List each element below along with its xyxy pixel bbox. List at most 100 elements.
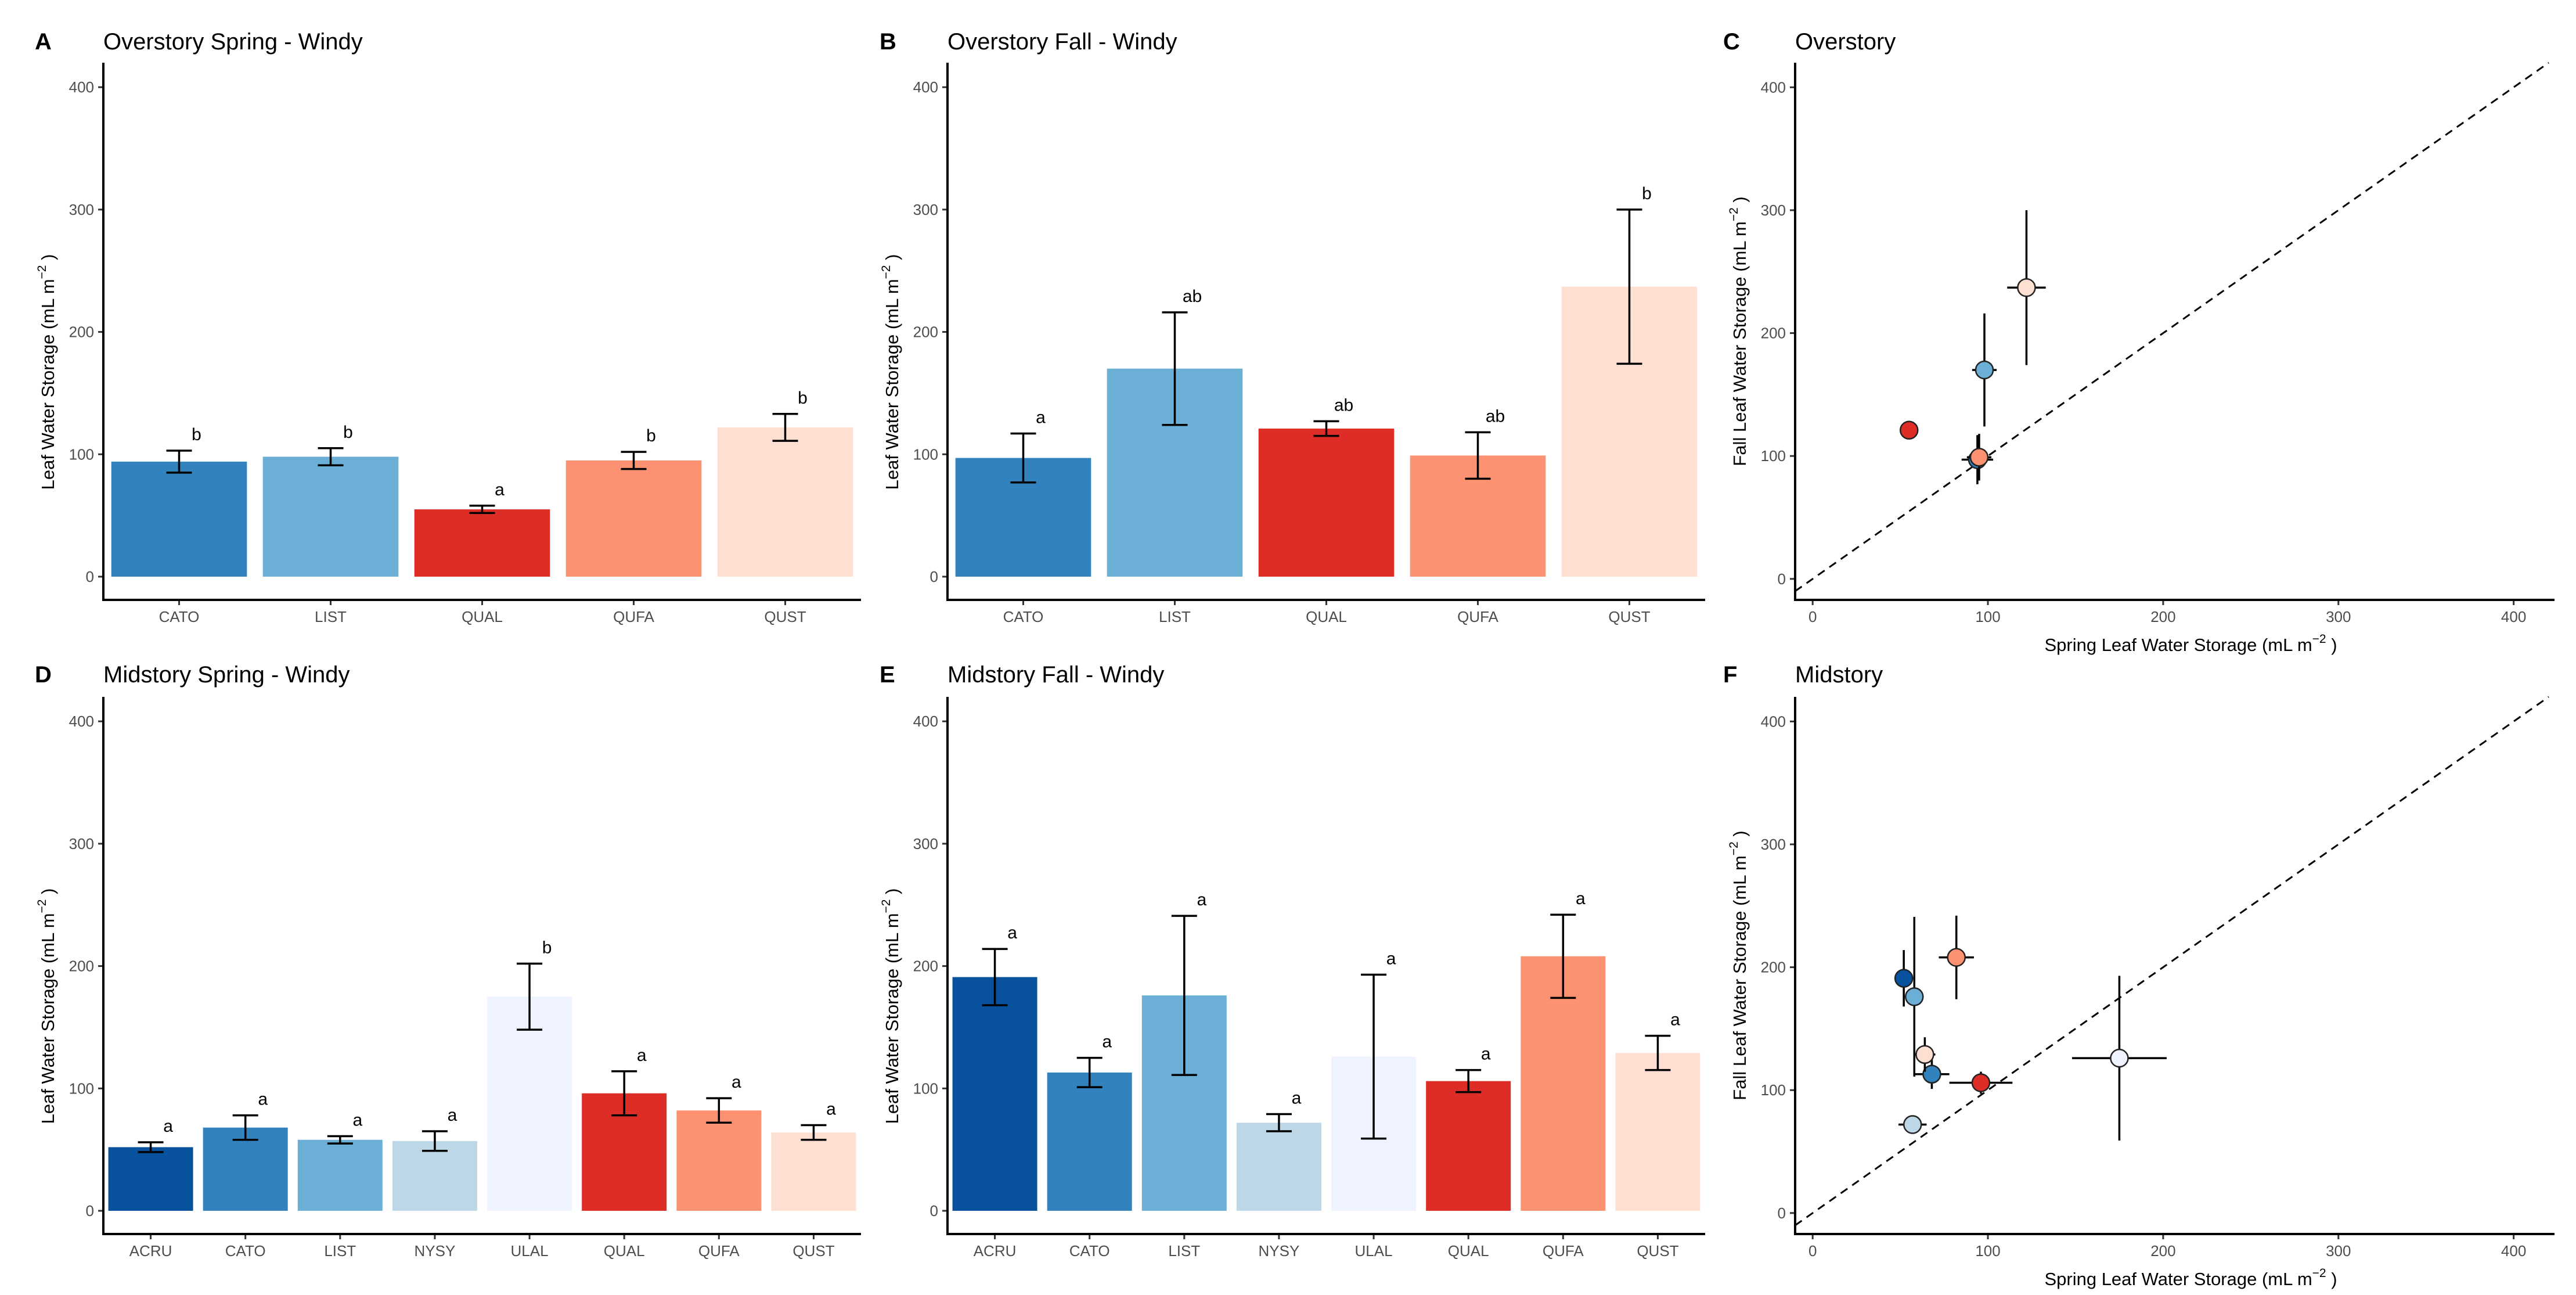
x-tick-label: QUFA bbox=[1543, 1242, 1584, 1260]
significance-label: a bbox=[1670, 1010, 1680, 1030]
point-marker bbox=[1894, 969, 1914, 988]
bar-qual bbox=[414, 509, 550, 577]
point-marker bbox=[2017, 278, 2036, 297]
panel-letter: D bbox=[35, 662, 52, 688]
y-tick-label: 0 bbox=[930, 1202, 938, 1220]
bar-qust bbox=[771, 1132, 856, 1211]
y-tick-label: 100 bbox=[1761, 447, 1786, 465]
x-tick-label: LIST bbox=[324, 1242, 356, 1260]
error-bar-nysy bbox=[1266, 1113, 1292, 1132]
x-tick-label: ACRU bbox=[129, 1242, 172, 1260]
x-axis-title-text: Spring Leaf Water Storage (mL m bbox=[2044, 635, 2312, 655]
y-axis-title-close: ) bbox=[1730, 196, 1750, 207]
y-axis-title-close: ) bbox=[882, 254, 902, 265]
x-axis-title: Spring Leaf Water Storage (mL m−2 ) bbox=[2044, 632, 2337, 655]
bar-qust bbox=[717, 427, 853, 577]
y-tick-label: 300 bbox=[1761, 202, 1786, 219]
y-axis-title-close: ) bbox=[882, 888, 902, 900]
x-tick-label: 400 bbox=[2501, 608, 2526, 625]
significance-label: a bbox=[1292, 1089, 1302, 1108]
bar-qual bbox=[1426, 1081, 1511, 1211]
point-marker bbox=[1947, 948, 1966, 967]
y-tick-label: 100 bbox=[69, 1080, 94, 1097]
point-list bbox=[1972, 313, 1997, 427]
point-qust bbox=[1914, 1037, 1936, 1072]
significance-label: a bbox=[352, 1110, 362, 1129]
y-tick-label: 100 bbox=[913, 1080, 938, 1097]
y-tick-label: 300 bbox=[913, 201, 938, 218]
y-tick-label: 300 bbox=[1761, 836, 1786, 853]
bar-cato bbox=[203, 1127, 288, 1211]
point-marker bbox=[1922, 1064, 1941, 1084]
error-bar-cato bbox=[232, 1114, 258, 1141]
y-tick-label: 0 bbox=[1778, 570, 1786, 588]
x-axis-title-close: ) bbox=[2326, 1269, 2337, 1289]
y-tick-label: 0 bbox=[86, 1202, 94, 1220]
x-tick-label: LIST bbox=[315, 608, 347, 625]
y-tick-label: 400 bbox=[1761, 713, 1786, 730]
x-axis-title-superscript: −2 bbox=[2312, 1267, 2326, 1280]
significance-label: a bbox=[826, 1100, 836, 1119]
point-cato bbox=[1914, 1059, 1950, 1089]
error-bar-list bbox=[318, 447, 344, 466]
significance-label: a bbox=[448, 1106, 457, 1125]
bar-cato bbox=[1047, 1072, 1132, 1211]
significance-label: a bbox=[1197, 890, 1206, 909]
x-tick-label: 200 bbox=[2150, 608, 2175, 625]
x-tick-label: 0 bbox=[1808, 608, 1817, 625]
x-tick-label: 100 bbox=[1975, 608, 2000, 625]
bar-qufa bbox=[565, 460, 702, 577]
y-axis-title: Leaf Water Storage (mL m−2 ) bbox=[880, 888, 902, 1124]
y-axis-title-superscript: −2 bbox=[880, 265, 893, 279]
point-marker bbox=[1915, 1045, 1934, 1064]
y-axis-title-close: ) bbox=[1730, 830, 1750, 841]
x-tick-label: ACRU bbox=[974, 1242, 1017, 1260]
x-tick-label: 100 bbox=[1975, 1242, 2000, 1260]
x-tick-label: 200 bbox=[2150, 1242, 2175, 1260]
error-bar-cato bbox=[166, 449, 192, 474]
significance-label: a bbox=[1386, 949, 1396, 968]
bar-ulal bbox=[487, 997, 572, 1211]
point-marker bbox=[1969, 448, 1989, 467]
y-axis-title-text: Leaf Water Storage (mL m bbox=[882, 279, 902, 490]
x-tick-label: LIST bbox=[1168, 1242, 1200, 1260]
significance-label: b bbox=[1642, 184, 1652, 203]
point-marker bbox=[1905, 987, 1924, 1006]
x-axis-title-superscript: −2 bbox=[2312, 632, 2326, 646]
point-marker bbox=[2110, 1048, 2129, 1068]
y-tick-label: 300 bbox=[69, 835, 94, 852]
x-tick-label: QUAL bbox=[1306, 608, 1347, 625]
y-tick-label: 400 bbox=[69, 78, 94, 96]
panel-letter: E bbox=[880, 662, 895, 688]
point-marker bbox=[1975, 360, 1994, 380]
x-tick-label: QUFA bbox=[1457, 608, 1498, 625]
x-tick-label: QUST bbox=[1637, 1242, 1678, 1260]
x-tick-label: CATO bbox=[1069, 1242, 1110, 1260]
bar-qufa bbox=[676, 1110, 762, 1211]
error-bar-nysy bbox=[421, 1130, 448, 1152]
significance-label: a bbox=[637, 1046, 647, 1065]
y-axis-title-text: Leaf Water Storage (mL m bbox=[38, 279, 58, 490]
point-qual bbox=[1899, 420, 1919, 440]
point-ulal bbox=[2071, 976, 2167, 1141]
y-tick-label: 200 bbox=[69, 958, 94, 975]
y-axis-title: Leaf Water Storage (mL m−2 ) bbox=[35, 888, 58, 1124]
significance-label: b bbox=[542, 938, 552, 957]
y-axis-title-text: Leaf Water Storage (mL m bbox=[38, 913, 58, 1124]
error-bar-qual bbox=[1455, 1069, 1482, 1093]
x-tick-label: QUST bbox=[1608, 608, 1650, 625]
y-tick-label: 0 bbox=[1778, 1204, 1786, 1222]
error-bar-qufa bbox=[621, 451, 647, 470]
significance-label: ab bbox=[1334, 395, 1353, 415]
y-axis-title-text: Leaf Water Storage (mL m bbox=[882, 913, 902, 1124]
x-tick-label: 0 bbox=[1808, 1242, 1817, 1260]
x-tick-label: QUFA bbox=[698, 1242, 740, 1260]
error-bar-cato bbox=[1076, 1056, 1103, 1088]
x-axis-title-close: ) bbox=[2326, 635, 2337, 655]
panel-title: Overstory Spring - Windy bbox=[103, 29, 363, 55]
error-bar-acru bbox=[982, 948, 1008, 1006]
y-tick-label: 200 bbox=[913, 323, 938, 341]
error-bar-qufa bbox=[706, 1097, 732, 1124]
y-axis-title-close: ) bbox=[38, 888, 58, 900]
point-qufa bbox=[1966, 434, 1992, 481]
